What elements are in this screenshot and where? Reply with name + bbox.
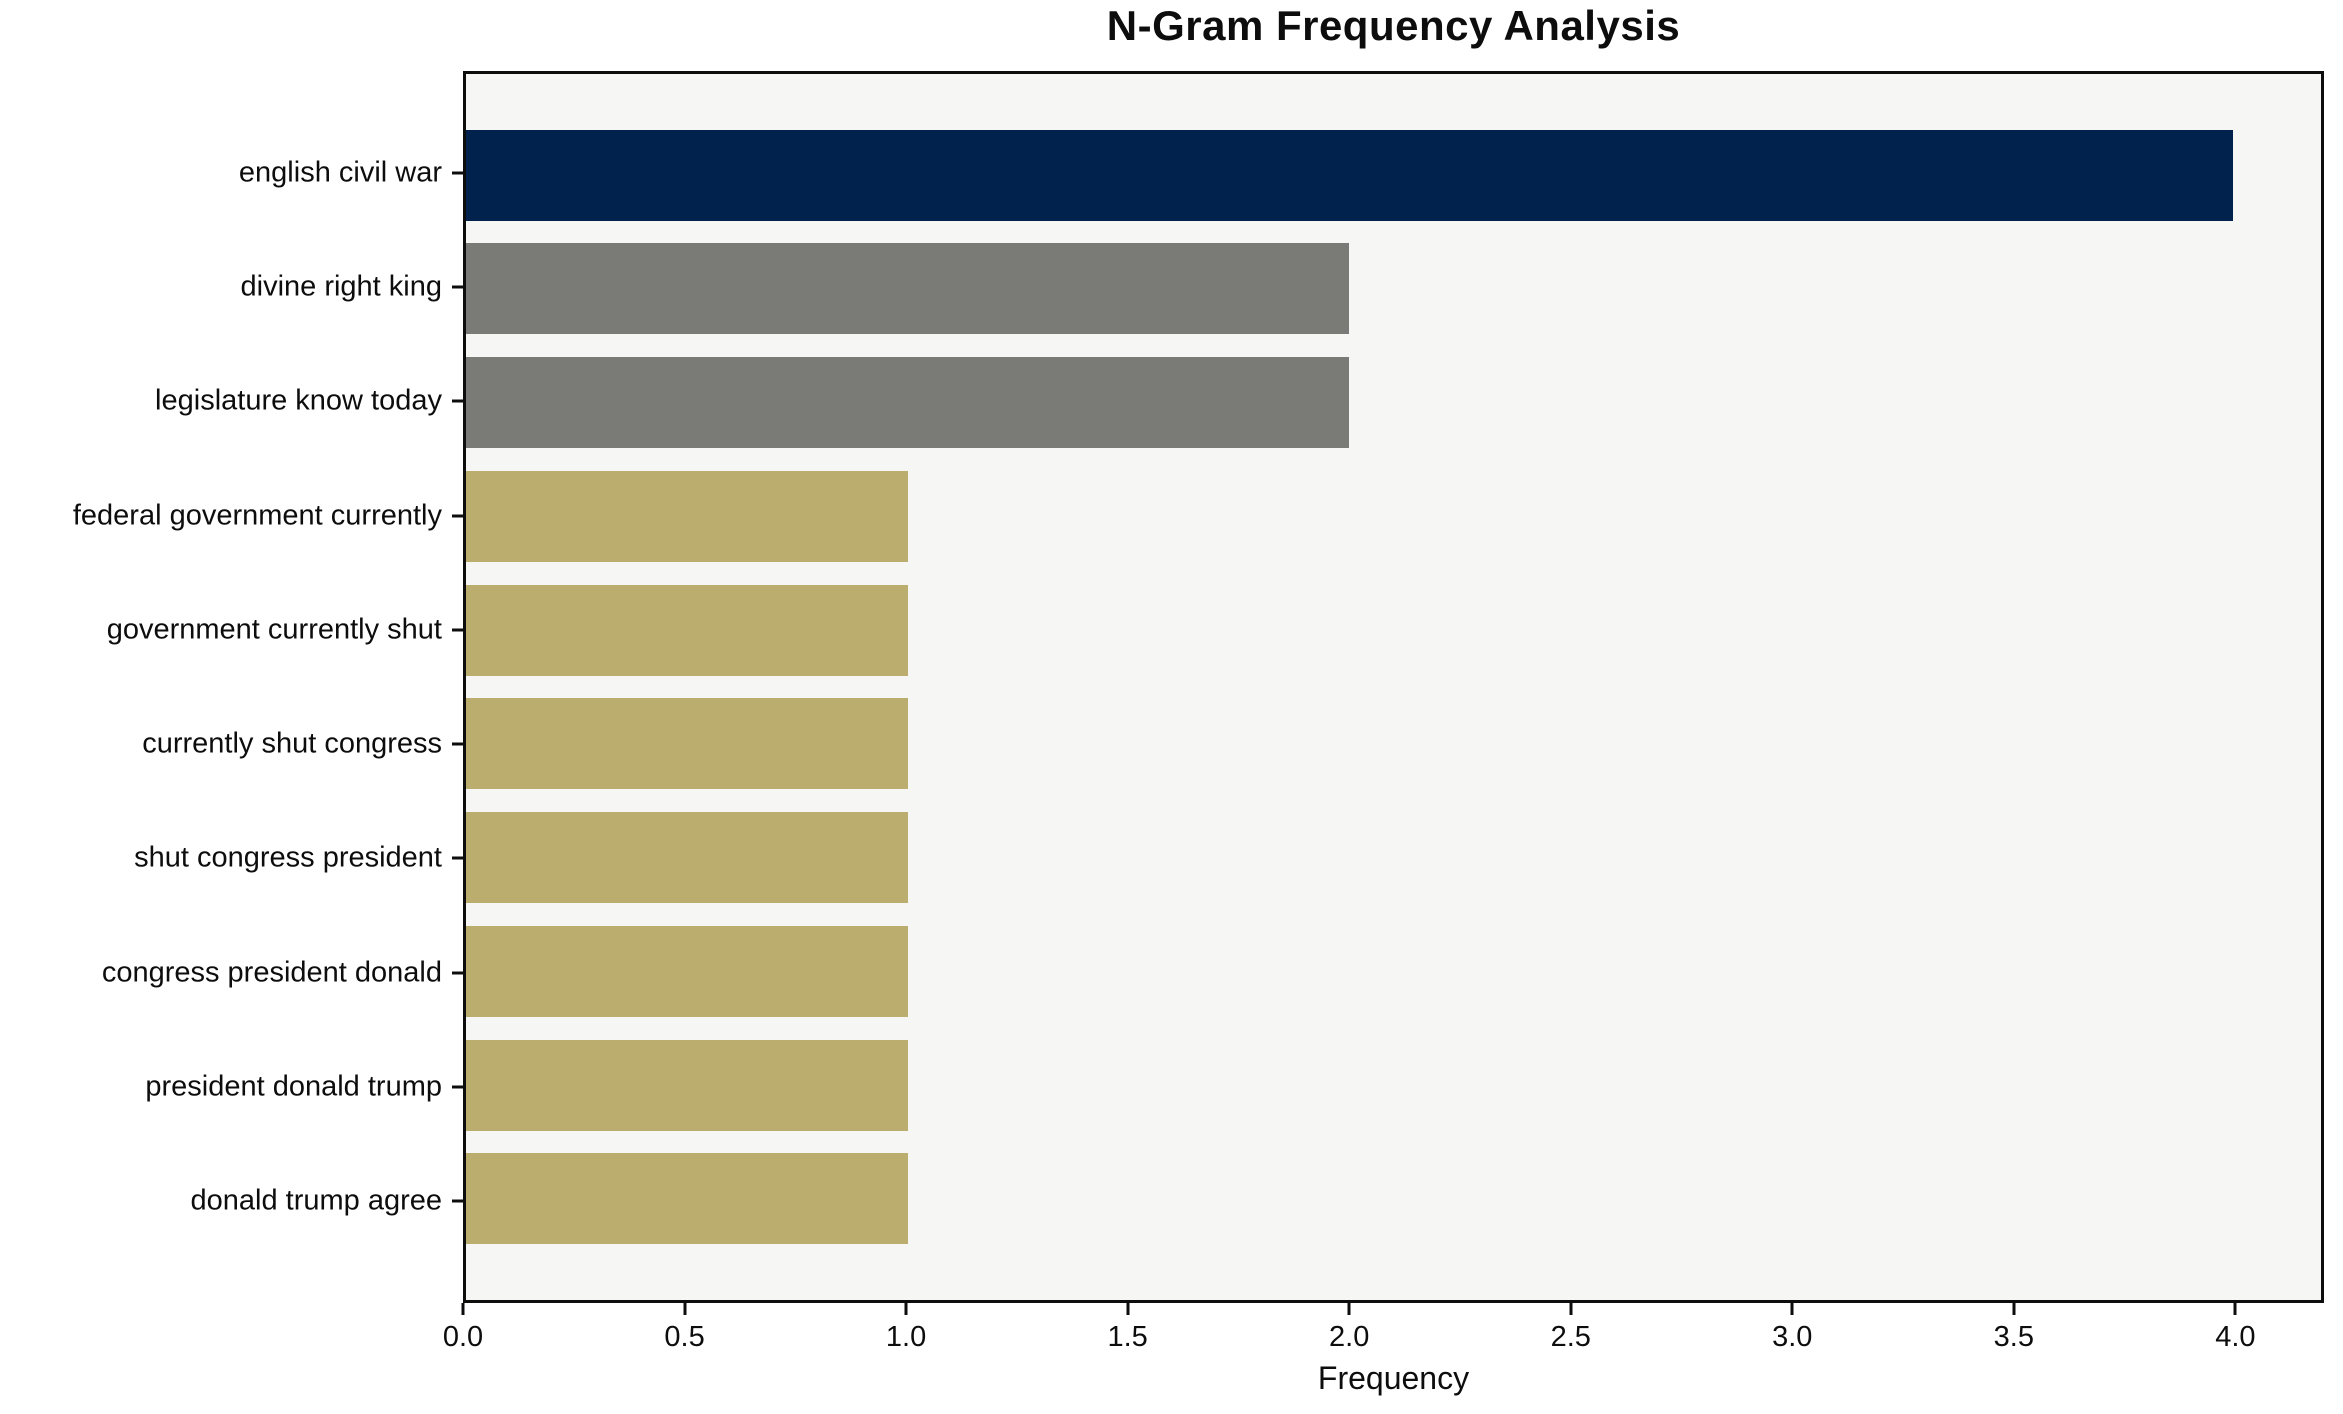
category-label: divine right king	[240, 270, 443, 303]
x-tick-mark	[461, 1303, 465, 1315]
x-axis-ticks: 0.0 0.5 1.0 1.5 2.0 2.5 3.0 3.5 4.0	[443, 1303, 2324, 1413]
y-label-row: legislature know today	[0, 385, 463, 418]
y-axis-labels: english civil war divine right king legisl…	[0, 71, 463, 1303]
y-tick-mark	[452, 399, 463, 403]
y-label-row: congress president donald	[0, 956, 463, 989]
y-label-row: shut congress president	[0, 842, 463, 875]
x-tick-mark	[2012, 1303, 2016, 1315]
y-tick-mark	[452, 171, 463, 175]
bar-donald-trump-agree	[466, 1153, 908, 1245]
y-label-row: government currently shut	[0, 613, 463, 646]
y-tick-mark	[452, 628, 463, 632]
x-tick-label: 4.0	[2215, 1321, 2256, 1353]
y-tick-mark	[452, 514, 463, 518]
bar-currently-shut-congress	[466, 698, 908, 790]
category-label: currently shut congress	[142, 727, 442, 760]
y-label-row: president donald trump	[0, 1071, 463, 1104]
x-tick-mark	[1569, 1303, 1573, 1315]
category-label: english civil war	[238, 156, 442, 189]
bar-federal-government-currently	[466, 470, 908, 562]
x-tick-mark	[904, 1303, 908, 1315]
plot-area	[463, 71, 2324, 1303]
bar-president-donald-trump	[466, 1039, 908, 1131]
x-tick-label: 2.0	[1329, 1321, 1370, 1353]
category-label: president donald trump	[145, 1070, 442, 1103]
y-label-row: currently shut congress	[0, 728, 463, 761]
bar-congress-president-donald	[466, 925, 908, 1017]
x-tick-mark	[2233, 1303, 2237, 1315]
bar-shut-congress-president	[466, 812, 908, 904]
category-label: donald trump agree	[190, 1184, 443, 1217]
y-tick-mark	[452, 971, 463, 975]
x-tick-label: 0.5	[664, 1321, 705, 1353]
category-label: congress president donald	[101, 956, 442, 989]
category-label: federal government currently	[72, 499, 442, 532]
x-tick-mark	[1347, 1303, 1351, 1315]
bar-divine-right-king	[466, 243, 1350, 335]
chart-title: N-Gram Frequency Analysis	[1106, 2, 1681, 49]
y-label-row: donald trump agree	[0, 1185, 463, 1218]
bar-english-civil-war	[466, 129, 2233, 221]
category-label: government currently shut	[106, 613, 442, 646]
y-tick-mark	[452, 1199, 463, 1203]
x-tick-mark	[683, 1303, 687, 1315]
bar-government-currently-shut	[466, 584, 908, 676]
x-axis-label: Frequency	[1317, 1360, 1470, 1396]
x-tick-mark	[1790, 1303, 1794, 1315]
category-label: legislature know today	[155, 384, 442, 417]
x-tick-label: 1.5	[1107, 1321, 1148, 1353]
y-tick-mark	[452, 856, 463, 860]
y-label-row: english civil war	[0, 156, 463, 189]
x-tick-label: 3.0	[1772, 1321, 1813, 1353]
x-tick-label: 2.5	[1550, 1321, 1591, 1353]
y-tick-mark	[452, 1085, 463, 1089]
x-tick-mark	[1126, 1303, 1130, 1315]
x-tick-label: 1.0	[885, 1321, 927, 1353]
x-tick-label: 0.0	[442, 1321, 484, 1353]
bar-legislature-know-today	[466, 357, 1350, 449]
y-tick-mark	[452, 742, 463, 746]
y-tick-mark	[452, 285, 463, 289]
y-label-row: federal government currently	[0, 499, 463, 532]
y-label-row: divine right king	[0, 271, 463, 304]
x-tick-label: 3.5	[1993, 1321, 2034, 1353]
category-label: shut congress president	[134, 841, 442, 874]
